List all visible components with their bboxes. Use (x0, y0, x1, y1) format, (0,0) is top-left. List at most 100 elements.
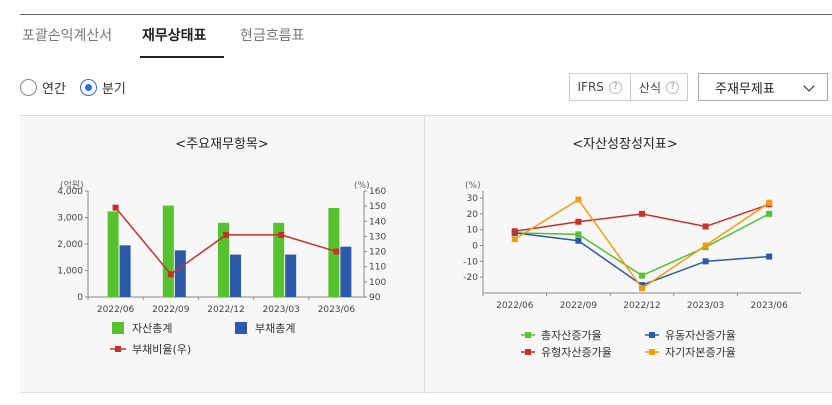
bar-total-liabilities (119, 245, 131, 297)
total-asset-growth-line (514, 213, 770, 277)
y-tick-label: 1,000 (57, 267, 83, 277)
legend-label: 부채비율(우) (132, 343, 191, 356)
y2-tick-label: 160 (369, 187, 386, 197)
tab-cash-flow[interactable]: 현금흐름표 (240, 28, 305, 44)
x-tick-label: 2023/06 (318, 305, 356, 315)
y-axis-unit: (%) (465, 181, 481, 191)
legend-label: 총자산증가율 (541, 329, 602, 342)
legend-marker (649, 332, 655, 338)
statement-type-value: 주재무제표 (715, 81, 775, 97)
asset-growth-chart: <자산성장성지표> (%) 30 20 10 0 -10 -20 2022/06 2022/09 2… (463, 137, 801, 359)
y2-tick-label: 90 (369, 293, 381, 303)
debt-ratio-point (278, 231, 285, 238)
chevron-down-icon (803, 80, 815, 92)
tangible-asset-growth-line (514, 203, 770, 232)
debt-ratio-point (167, 271, 174, 278)
bar-total-liabilities (230, 254, 241, 297)
tab-balance-sheet[interactable]: 재무상태표 (140, 26, 224, 58)
legend-marker (525, 332, 531, 338)
top-rule (20, 14, 832, 15)
y-tick-label: 3,000 (57, 214, 83, 224)
chart-title: <자산성장성지표> (572, 137, 678, 152)
x-tick-label: 2022/12 (623, 301, 660, 311)
equity-growth-point (639, 285, 645, 292)
radio-annual-label: 연간 (42, 82, 66, 97)
equity-growth-point (766, 199, 773, 206)
ifrs-label: IFRS (577, 80, 604, 94)
x-tick-label: 2022/12 (207, 305, 244, 315)
bar-total-liabilities (340, 246, 352, 297)
x-tick-label: 2023/03 (263, 305, 300, 315)
bar-total-liabilities (285, 254, 297, 297)
debt-ratio-point (112, 204, 119, 211)
y2-axis-unit: (%) (354, 181, 370, 191)
y-tick-label: 0 (77, 293, 83, 303)
equity-growth-point (575, 196, 582, 203)
legend-swatch (235, 322, 247, 334)
radio-annual-circle[interactable] (20, 79, 37, 96)
y-tick-label: 0 (472, 242, 478, 252)
current-asset-growth-point (639, 282, 645, 289)
formula-help-icon[interactable]: ? (666, 80, 679, 94)
legend-label: 유형자산증가율 (541, 346, 612, 359)
y-tick-label: 10 (467, 226, 479, 236)
x-tick-label: 2023/03 (687, 301, 724, 311)
radio-quarterly[interactable]: 분기 (79, 78, 126, 97)
major-financial-items-chart: <주요재무항목> (억원) (%) 0 1,000 2,000 3,000 4,000 90 10… (57, 137, 386, 356)
ifrs-help-icon[interactable]: ? (608, 80, 622, 94)
x-tick-label: 2022/09 (152, 305, 190, 315)
y-tick-label: 30 (467, 194, 479, 204)
y-tick-label: 20 (467, 210, 479, 220)
y2-tick-label: 150 (369, 202, 386, 212)
total-asset-growth-point (766, 210, 773, 217)
x-tick-label: 2022/06 (97, 305, 135, 315)
tab-income-statement[interactable]: 포괄손익계산서 (22, 28, 113, 44)
tangible-asset-growth-point (511, 228, 518, 235)
chart-title: <주요재무항목> (175, 137, 269, 152)
y2-tick-label: 130 (369, 232, 386, 242)
panel-divider (424, 116, 425, 394)
total-asset-growth-point (639, 272, 645, 279)
x-tick-label: 2022/09 (560, 301, 598, 311)
current-asset-growth-point (575, 237, 582, 244)
x-tick-label: 2023/06 (751, 301, 789, 311)
y-tick-label: -20 (463, 273, 478, 283)
debt-ratio-point (333, 248, 340, 255)
y2-tick-label: 100 (369, 278, 386, 288)
current-asset-growth-point (766, 253, 773, 260)
period-radio-group: 연간 분기 (20, 78, 140, 97)
bar-total-assets (218, 222, 229, 297)
current-asset-growth-point (702, 258, 709, 265)
radio-annual[interactable]: 연간 (20, 78, 66, 97)
radio-quarterly-circle[interactable] (79, 79, 97, 96)
y2-tick-label: 140 (369, 217, 386, 227)
statement-type-select[interactable]: 주재무제표 (698, 73, 828, 101)
legend-marker (649, 349, 655, 355)
radio-quarterly-label: 분기 (101, 82, 126, 97)
bar-total-assets (273, 222, 285, 297)
bar-total-liabilities (174, 250, 186, 297)
y-tick-label: -10 (463, 257, 478, 267)
chart-panels: <주요재무항목> (억원) (%) 0 1,000 2,000 3,000 4,000 90 10… (20, 115, 832, 394)
toolbar: IFRS ? 산식 ? 주재무제표 (568, 73, 828, 101)
legend-marker (115, 346, 121, 352)
tangible-asset-growth-point (639, 210, 645, 217)
debt-ratio-point (223, 231, 229, 238)
statement-tabs: 포괄손익계산서 재무상태표 현금흐름표 (20, 26, 322, 58)
total-asset-growth-point (575, 231, 582, 238)
legend-marker (525, 349, 531, 355)
equity-growth-point (702, 242, 709, 249)
y-tick-label: 2,000 (57, 240, 83, 250)
x-tick-label: 2022/06 (496, 301, 534, 311)
bar-total-assets (107, 211, 119, 297)
ifrs-option[interactable]: IFRS ? (568, 73, 631, 101)
bar-total-assets (162, 205, 174, 297)
y2-tick-label: 120 (369, 248, 386, 258)
y2-tick-label: 110 (369, 263, 386, 273)
tangible-asset-growth-point (702, 223, 709, 230)
legend-label: 자기자본증가율 (665, 346, 736, 359)
legend-label: 부채총계 (255, 322, 295, 335)
formula-option[interactable]: 산식 ? (629, 73, 688, 101)
y-tick-label: 4,000 (57, 187, 83, 197)
equity-growth-point (511, 236, 518, 243)
